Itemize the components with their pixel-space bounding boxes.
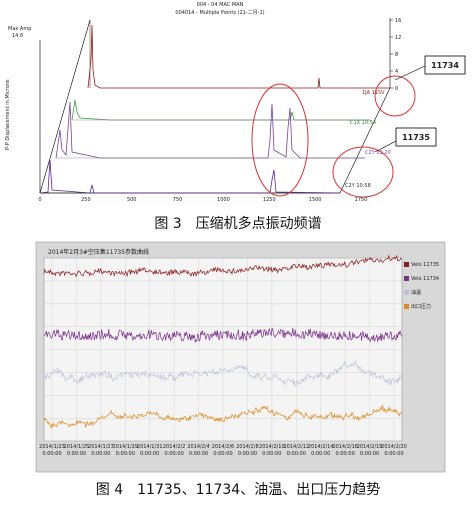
x-tick-label: 2014/2/20 <box>381 444 407 450</box>
x-tick-time: 0:00:00 <box>336 451 355 457</box>
trend-line <box>43 404 402 429</box>
y-axis-label: P-P Displacement in Microns <box>5 79 11 150</box>
trace-label: C1X 10:54 <box>350 120 376 126</box>
legend-label: 出口压力 <box>411 303 431 310</box>
caption: 图 4 11735、11734、油温、出口压力趋势 <box>96 482 380 498</box>
callout-box <box>395 127 437 147</box>
legend-swatch <box>404 290 409 295</box>
leader <box>394 65 426 81</box>
max-amp-label: Max Amp <box>8 26 31 32</box>
x-tick-label: 250 <box>81 197 91 203</box>
x-tick-time: 0:00:00 <box>140 451 159 457</box>
x-tick-label: 500 <box>127 197 137 203</box>
x-tick-label: 2014/2/14 <box>308 444 334 450</box>
trace-label: C2Y 10:58 <box>345 183 371 189</box>
x-tick-time: 0:00:00 <box>189 451 208 457</box>
callout-circle <box>374 75 416 117</box>
x-tick-label: 2014/1/31 <box>137 444 163 450</box>
right-tick-label: 4 <box>395 69 398 75</box>
x-tick-time: 0:00:00 <box>91 451 110 457</box>
legend-label: 油温 <box>411 289 421 296</box>
fig3-title: 004 - 04 MAC MAN <box>197 2 244 8</box>
axis <box>339 87 391 194</box>
x-tick-time: 0:00:00 <box>238 451 257 457</box>
max-amp-value: 14.6 <box>12 33 23 39</box>
x-tick-label: 2014/2/2 <box>163 444 185 450</box>
x-tick-time: 0:00:00 <box>42 451 61 457</box>
trend-line <box>43 327 402 344</box>
figure-3: 004 - 04 MAC MAN 004014 - Multiple Point… <box>5 2 466 232</box>
callout-label: 11735 <box>402 133 430 142</box>
right-tick-label: 0 <box>395 86 398 92</box>
x-tick-label: 2014/1/23 <box>39 444 65 450</box>
x-tick-label: 2014/2/10 <box>259 444 285 450</box>
trend-line <box>43 360 402 387</box>
x-tick-time: 0:00:00 <box>213 451 232 457</box>
x-tick-label: 2014/2/12 <box>283 444 309 450</box>
x-tick-label: 1000 <box>217 197 230 203</box>
legend-label: Velo 11735 <box>411 262 439 268</box>
x-tick-time: 0:00:00 <box>311 451 330 457</box>
x-tick-label: 1250 <box>263 197 276 203</box>
callout-circle <box>332 146 394 198</box>
x-tick-label: 2014/2/18 <box>357 444 383 450</box>
right-ticks: 16 12 8 4 0 <box>390 18 401 92</box>
x-tick-time: 0:00:00 <box>67 451 86 457</box>
x-tick-time: 0:00:00 <box>262 451 281 457</box>
trace <box>71 99 370 121</box>
x-tick-label: 2014/2/4 <box>187 444 209 450</box>
right-tick-label: 16 <box>395 18 401 24</box>
trace-label: C2Y 11:20 <box>365 150 391 156</box>
x-tick-label: 2014/1/27 <box>88 444 114 450</box>
trend-lines <box>43 254 402 429</box>
x-tick-time: 0:00:00 <box>384 451 403 457</box>
x-tick-label: 0 <box>38 197 41 203</box>
trend-line <box>43 254 402 278</box>
callout-label: 11734 <box>431 61 459 70</box>
trace <box>55 101 365 159</box>
x-tick-time: 0:00:00 <box>287 451 306 457</box>
callout-box <box>424 55 466 75</box>
x-tick-label: 1500 <box>309 197 322 203</box>
fig3-subtitle: 004014 - Multiple Points (21-二月-1) <box>175 10 264 16</box>
right-tick-label: 12 <box>395 35 401 41</box>
leader <box>374 139 399 153</box>
legend-swatch <box>404 276 409 281</box>
callout-circle <box>251 83 309 197</box>
right-tick-label: 8 <box>395 52 398 58</box>
axis <box>39 19 91 194</box>
fig4-title: 2014年2月3#空压集11735参数曲线 <box>48 248 149 256</box>
x-tick-time: 0:00:00 <box>360 451 379 457</box>
trace <box>87 24 390 89</box>
legend-swatch <box>404 262 409 267</box>
legend-label: Velo 11734 <box>411 276 439 282</box>
trace-label: 1JA 11SV <box>362 90 385 96</box>
x-tick-label: 750 <box>173 197 183 203</box>
caption: 图 3 压缩机多点振动频谱 <box>154 215 321 232</box>
legend-swatch <box>404 304 409 309</box>
x-ticks: 0 250 500 750 1000 1250 1500 1750 <box>38 197 367 203</box>
x-tick-label: 2014/1/29 <box>112 444 138 450</box>
trace <box>39 159 341 194</box>
x-tick-label: 2014/1/25 <box>64 444 90 450</box>
x-tick-time: 0:00:00 <box>116 451 135 457</box>
x-tick-label: 2014/2/8 <box>236 444 258 450</box>
x-tick-time: 0:00:00 <box>165 451 184 457</box>
x-tick-label: 2014/2/6 <box>212 444 234 450</box>
x-tick-label: 1750 <box>355 197 368 203</box>
x-tick-label: 2014/2/16 <box>332 444 358 450</box>
x-ticks: 2014/1/230:00:002014/1/250:00:002014/1/2… <box>39 444 407 457</box>
